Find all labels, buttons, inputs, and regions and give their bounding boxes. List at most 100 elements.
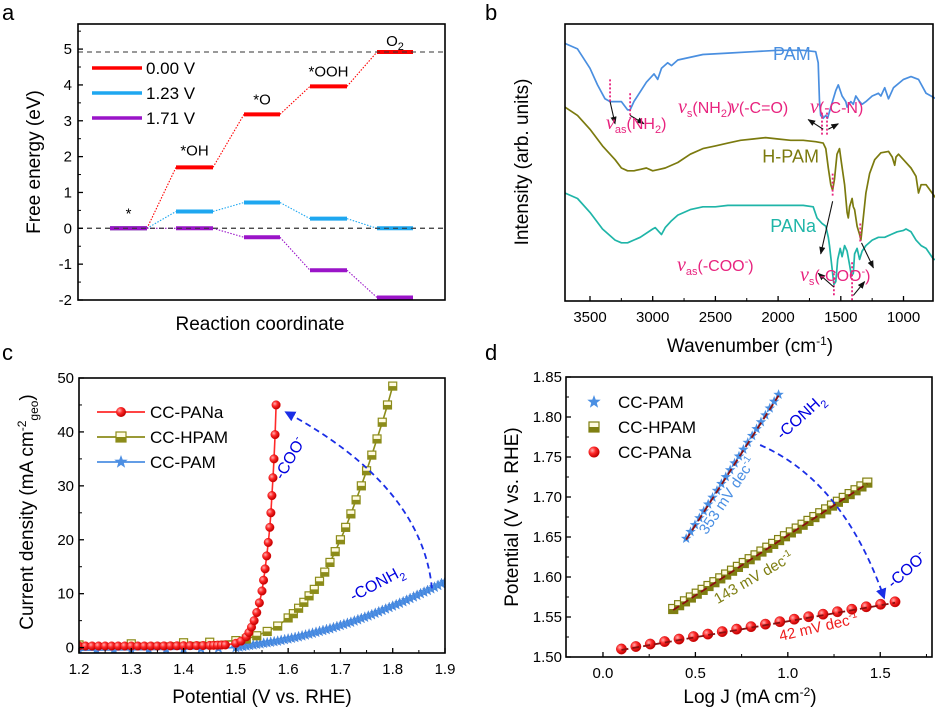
panel-d-x-axis-title: Log J (mA cm-2) bbox=[683, 685, 816, 708]
connector-line bbox=[212, 227, 245, 238]
annotation-part: (NH bbox=[692, 100, 720, 117]
panel-a-plot-area: * *OH *O *OOH O2 bbox=[78, 33, 445, 300]
data-point-fill bbox=[289, 613, 298, 618]
data-point-fill bbox=[721, 574, 731, 580]
data-point-fill bbox=[367, 455, 376, 460]
data-point-fill bbox=[692, 593, 702, 599]
panel-b-x-axis-title-sup: -1 bbox=[816, 334, 827, 348]
data-point bbox=[271, 400, 281, 410]
annotation-arrow bbox=[609, 101, 617, 125]
data-point bbox=[760, 618, 771, 630]
x-tick-label: 1.3 bbox=[121, 661, 142, 678]
panel-c-plot-area: -COO--CONH2 bbox=[79, 381, 445, 653]
data-point-fill bbox=[305, 595, 314, 600]
annotation-part: (-COO bbox=[698, 258, 745, 275]
connector-line bbox=[346, 218, 378, 229]
panel-c-y-axis-title-sup: -2 bbox=[15, 420, 29, 431]
data-point-fill bbox=[751, 555, 761, 560]
panel-label-b: b bbox=[485, 0, 497, 25]
legend-marker-fill bbox=[116, 437, 126, 442]
vibration-annotation: ν(-C-N) bbox=[810, 96, 863, 118]
data-point-fill bbox=[686, 597, 696, 603]
x-tick-label: 1.7 bbox=[330, 661, 351, 678]
data-point-fill bbox=[284, 617, 293, 622]
slope-label-text: 42 mV dec bbox=[777, 612, 851, 645]
legend-label: 1.23 V bbox=[146, 84, 196, 103]
annotation-arrow bbox=[827, 123, 839, 130]
data-point-fill bbox=[709, 582, 719, 587]
y-tick-label: 0 bbox=[64, 220, 72, 237]
annotation-arrow bbox=[819, 201, 834, 255]
data-point-fill bbox=[756, 551, 766, 557]
spectrum-pana bbox=[564, 192, 935, 286]
legend-label: CC-PANa bbox=[150, 403, 224, 422]
legend-label: CC-PAM bbox=[618, 393, 684, 412]
panel-c-legend: CC-PANa CC-HPAM CC-PAM bbox=[97, 403, 228, 472]
trend-arrow bbox=[284, 411, 433, 589]
data-point bbox=[263, 537, 273, 547]
x-tick-label: 3500 bbox=[573, 309, 606, 326]
data-point-fill bbox=[851, 490, 861, 495]
data-point-fill bbox=[792, 528, 802, 534]
y-tick-label: 10 bbox=[57, 586, 74, 603]
panel-c-y-axis-title: Current density (mA cm-2geo) bbox=[15, 394, 41, 630]
panel-b-frame bbox=[564, 23, 934, 302]
legend-marker bbox=[114, 455, 128, 468]
data-point-fill bbox=[833, 501, 843, 507]
step-label-text: *OH bbox=[180, 142, 208, 159]
legend-label: CC-HPAM bbox=[150, 428, 228, 447]
series-cc-pana bbox=[79, 400, 281, 651]
panel-b-x-axis-title-end: ) bbox=[827, 336, 833, 357]
series-cc-pam bbox=[79, 575, 445, 653]
y-tick-label: 3 bbox=[64, 113, 72, 130]
data-point bbox=[731, 623, 743, 635]
panel-d-x-axis-title-end: ) bbox=[810, 687, 816, 708]
fit-line bbox=[621, 601, 896, 651]
data-point-fill bbox=[325, 562, 334, 567]
annotation-part: ν bbox=[730, 96, 739, 118]
data-point bbox=[265, 522, 275, 532]
annotation-text: -CONH bbox=[774, 395, 824, 443]
data-point-fill bbox=[821, 509, 831, 514]
series-1-71-V bbox=[110, 226, 413, 300]
panel-d-ticks: 0.0 0.5 1.0 1.5 1.50 1.55 1.60 1.65 1.70 1.75 1.80… bbox=[533, 369, 927, 682]
vibration-annotation: νs(NH2) bbox=[678, 96, 732, 120]
legend-label: 0.00 V bbox=[146, 59, 196, 78]
annotation-part: ν bbox=[800, 264, 809, 286]
data-point-fill bbox=[762, 547, 772, 553]
data-point bbox=[257, 586, 267, 596]
x-tick-label: 2000 bbox=[761, 309, 794, 326]
annotation-part: as bbox=[686, 266, 698, 278]
data-point-fill bbox=[845, 494, 855, 499]
y-tick-label: 1.70 bbox=[533, 489, 562, 506]
y-tick-label: 1.55 bbox=[533, 609, 562, 626]
annotation-part: ) bbox=[727, 100, 732, 117]
x-tick-label: 1.5 bbox=[225, 661, 246, 678]
y-tick-label: -2 bbox=[59, 292, 72, 309]
x-tick-label: 1500 bbox=[824, 309, 857, 326]
data-point bbox=[673, 633, 685, 645]
data-point-fill bbox=[310, 589, 319, 594]
annotation-arrow bbox=[629, 114, 645, 125]
annotation-part: s bbox=[687, 108, 693, 120]
series-line bbox=[79, 385, 394, 646]
annotation-part: ν bbox=[678, 96, 687, 118]
panel-label-a: a bbox=[2, 0, 15, 25]
panel-b-x-ticks: 3500 3000 2500 2000 1500 1000 bbox=[573, 296, 920, 326]
data-point-fill bbox=[809, 517, 819, 522]
series-cc-pam bbox=[680, 389, 784, 543]
data-point-fill bbox=[320, 572, 329, 577]
data-point bbox=[259, 575, 269, 585]
data-point-fill bbox=[774, 540, 784, 545]
data-point bbox=[773, 389, 784, 399]
data-point-fill bbox=[357, 485, 366, 490]
y-tick-label: 50 bbox=[57, 370, 74, 387]
data-point-fill bbox=[815, 513, 825, 518]
annotation-arrow bbox=[852, 281, 866, 296]
data-point bbox=[751, 423, 762, 434]
x-tick-label: 1.8 bbox=[382, 661, 403, 678]
annotation-part: ) bbox=[661, 116, 666, 133]
data-point-fill bbox=[704, 586, 714, 591]
